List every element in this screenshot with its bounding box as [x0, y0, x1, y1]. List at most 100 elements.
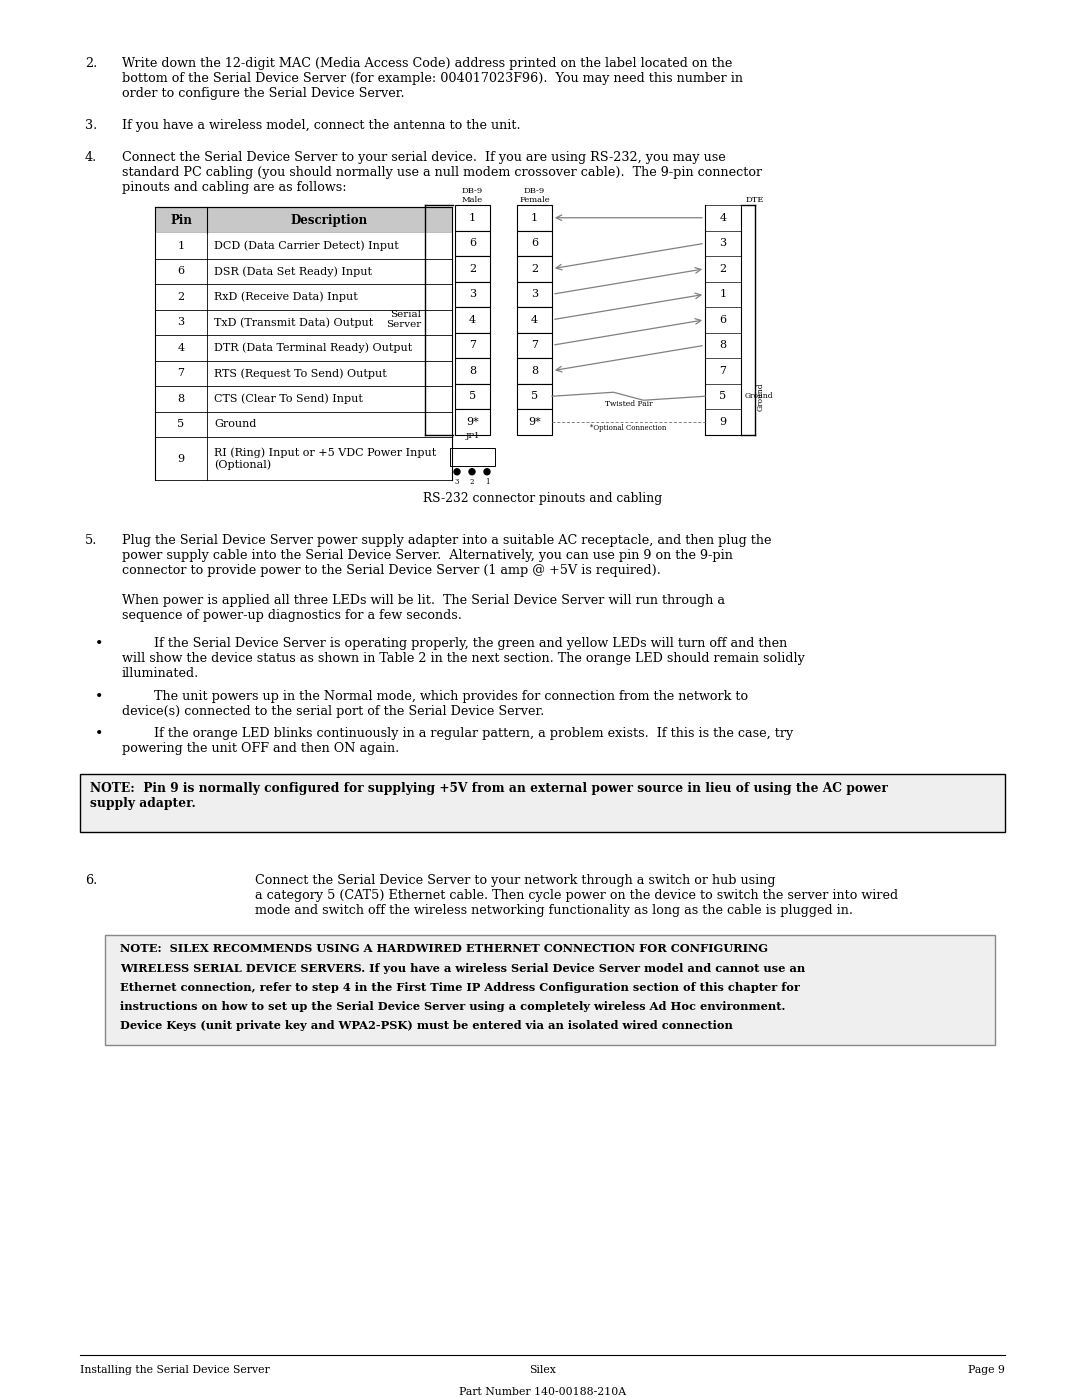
Text: 3: 3	[469, 289, 476, 299]
Text: 1: 1	[719, 289, 727, 299]
FancyBboxPatch shape	[517, 256, 552, 282]
Text: Serial
Server: Serial Server	[386, 310, 421, 330]
FancyBboxPatch shape	[156, 310, 453, 335]
Text: Connect the Serial Device Server to your serial device.  If you are using RS-232: Connect the Serial Device Server to your…	[122, 151, 762, 194]
FancyBboxPatch shape	[517, 358, 552, 384]
FancyBboxPatch shape	[156, 207, 453, 233]
Text: Device Keys (unit private key and WPA2-PSK) must be entered via an isolated wire: Device Keys (unit private key and WPA2-P…	[120, 1020, 733, 1031]
FancyBboxPatch shape	[517, 282, 552, 307]
Text: 2.: 2.	[85, 57, 97, 70]
Text: 9*: 9*	[528, 416, 541, 426]
Text: 8: 8	[719, 341, 727, 351]
Text: Description: Description	[291, 214, 368, 226]
Text: 9*: 9*	[467, 416, 478, 426]
FancyBboxPatch shape	[455, 256, 490, 282]
Text: If you have a wireless model, connect the antenna to the unit.: If you have a wireless model, connect th…	[122, 119, 521, 131]
Text: Ground: Ground	[214, 419, 256, 429]
FancyBboxPatch shape	[455, 384, 490, 409]
Text: If the orange LED blinks continuously in a regular pattern, a problem exists.  I: If the orange LED blinks continuously in…	[122, 728, 793, 756]
Text: The unit powers up in the Normal mode, which provides for connection from the ne: The unit powers up in the Normal mode, w…	[122, 690, 748, 718]
Text: DCD (Data Carrier Detect) Input: DCD (Data Carrier Detect) Input	[214, 240, 399, 251]
Text: •: •	[95, 637, 104, 651]
Text: Part Number 140-00188-210A: Part Number 140-00188-210A	[459, 1387, 626, 1397]
Text: 5: 5	[177, 419, 185, 429]
Text: 6: 6	[469, 239, 476, 249]
Text: 2: 2	[470, 478, 474, 486]
Text: *Optional Connection: *Optional Connection	[591, 423, 666, 432]
Text: If the Serial Device Server is operating properly, the green and yellow LEDs wil: If the Serial Device Server is operating…	[122, 637, 805, 680]
Text: Ground: Ground	[745, 393, 773, 401]
Circle shape	[484, 469, 490, 475]
Text: 2: 2	[469, 264, 476, 274]
Text: 4.: 4.	[85, 151, 97, 163]
FancyBboxPatch shape	[517, 409, 552, 434]
Text: TxD (Transmit Data) Output: TxD (Transmit Data) Output	[214, 317, 374, 327]
Text: 6: 6	[177, 267, 185, 277]
FancyBboxPatch shape	[517, 205, 552, 231]
FancyBboxPatch shape	[455, 231, 490, 256]
Text: Pin: Pin	[170, 214, 192, 226]
Text: DTE: DTE	[746, 197, 765, 204]
Circle shape	[454, 469, 460, 475]
Text: 8: 8	[177, 394, 185, 404]
FancyBboxPatch shape	[105, 936, 995, 1045]
Text: RI (Ring) Input or +5 VDC Power Input
(Optional): RI (Ring) Input or +5 VDC Power Input (O…	[214, 447, 436, 471]
Text: 7: 7	[469, 341, 476, 351]
Text: 1: 1	[531, 212, 538, 222]
Text: 2: 2	[531, 264, 538, 274]
Text: 9: 9	[177, 454, 185, 464]
Text: Page 9: Page 9	[968, 1365, 1005, 1375]
Text: 7: 7	[177, 369, 185, 379]
Text: RxD (Receive Data) Input: RxD (Receive Data) Input	[214, 292, 357, 302]
Text: 3: 3	[719, 239, 727, 249]
FancyBboxPatch shape	[455, 307, 490, 332]
Text: Ethernet connection, refer to step 4 in the First Time IP Address Configuration : Ethernet connection, refer to step 4 in …	[120, 982, 800, 993]
Text: CTS (Clear To Send) Input: CTS (Clear To Send) Input	[214, 394, 363, 404]
Text: 1: 1	[177, 240, 185, 250]
Text: Silex: Silex	[529, 1365, 556, 1375]
FancyBboxPatch shape	[156, 360, 453, 386]
Text: When power is applied all three LEDs will be lit.  The Serial Device Server will: When power is applied all three LEDs wil…	[122, 594, 725, 622]
Text: 2: 2	[177, 292, 185, 302]
FancyBboxPatch shape	[156, 386, 453, 412]
FancyBboxPatch shape	[455, 358, 490, 384]
Text: •: •	[95, 728, 104, 742]
Text: RTS (Request To Send) Output: RTS (Request To Send) Output	[214, 367, 387, 379]
Text: Write down the 12-digit MAC (Media Access Code) address printed on the label loc: Write down the 12-digit MAC (Media Acces…	[122, 57, 743, 101]
Text: 8: 8	[469, 366, 476, 376]
Text: 1: 1	[469, 212, 476, 222]
FancyBboxPatch shape	[156, 233, 453, 258]
Text: DSR (Data Set Ready) Input: DSR (Data Set Ready) Input	[214, 265, 372, 277]
Text: •: •	[95, 690, 104, 704]
Text: Plug the Serial Device Server power supply adapter into a suitable AC receptacle: Plug the Serial Device Server power supp…	[122, 534, 771, 577]
Text: 5: 5	[469, 391, 476, 401]
Text: 6: 6	[719, 314, 727, 324]
Text: NOTE:  Pin 9 is normally configured for supplying +5V from an external power sou: NOTE: Pin 9 is normally configured for s…	[90, 782, 888, 810]
Text: 4: 4	[531, 314, 538, 324]
Text: 4: 4	[719, 212, 727, 222]
Text: 9: 9	[719, 416, 727, 426]
Text: 4: 4	[469, 314, 476, 324]
Text: 3: 3	[177, 317, 185, 327]
FancyBboxPatch shape	[156, 258, 453, 284]
Circle shape	[469, 469, 475, 475]
Text: NOTE:  SILEX RECOMMENDS USING A HARDWIRED ETHERNET CONNECTION FOR CONFIGURING: NOTE: SILEX RECOMMENDS USING A HARDWIRED…	[120, 943, 768, 954]
FancyBboxPatch shape	[450, 448, 495, 465]
FancyBboxPatch shape	[455, 282, 490, 307]
Text: 5: 5	[719, 391, 727, 401]
Text: RS-232 connector pinouts and cabling: RS-232 connector pinouts and cabling	[423, 492, 662, 506]
Text: 3: 3	[455, 478, 459, 486]
Text: DB-9
Female: DB-9 Female	[519, 187, 550, 204]
FancyBboxPatch shape	[517, 384, 552, 409]
FancyBboxPatch shape	[517, 332, 552, 358]
Text: 7: 7	[719, 366, 727, 376]
FancyBboxPatch shape	[156, 335, 453, 360]
Text: 3: 3	[531, 289, 538, 299]
Text: 7: 7	[531, 341, 538, 351]
Text: 6: 6	[531, 239, 538, 249]
FancyBboxPatch shape	[455, 205, 490, 231]
Text: Connect the Serial Device Server to your network through a switch or hub using
a: Connect the Serial Device Server to your…	[255, 875, 899, 918]
Text: 8: 8	[531, 366, 538, 376]
FancyBboxPatch shape	[517, 307, 552, 332]
FancyBboxPatch shape	[80, 774, 1005, 833]
